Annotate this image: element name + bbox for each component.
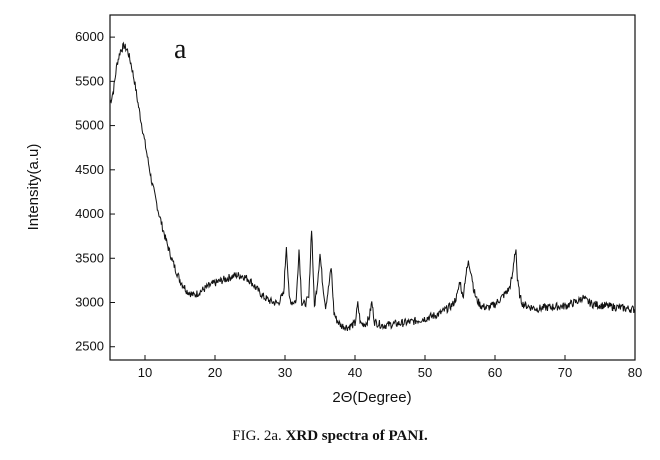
x-tick-label: 30 <box>278 365 292 380</box>
caption-title: XRD spectra of PANI. <box>285 428 428 444</box>
y-axis: 2500 3000 3500 4000 4500 5000 5500 6000 <box>75 29 115 354</box>
x-axis-label: 2Θ(Degree) <box>332 389 411 406</box>
y-tick-label: 5000 <box>75 118 104 133</box>
y-tick-label: 6000 <box>75 29 104 44</box>
plot-frame <box>109 14 636 361</box>
x-tick-label: 60 <box>488 365 502 380</box>
y-tick-label: 3500 <box>75 250 104 265</box>
x-tick-label: 70 <box>558 365 572 380</box>
y-tick-label: 4500 <box>75 162 104 177</box>
panel-label: a <box>174 34 187 65</box>
y-tick-label: 4000 <box>75 206 104 221</box>
x-tick-label: 40 <box>348 365 362 380</box>
y-tick-label: 2500 <box>75 339 104 354</box>
x-tick-label: 50 <box>418 365 432 380</box>
caption-prefix: FIG. 2a. <box>232 428 282 444</box>
x-tick-label: 10 <box>138 365 152 380</box>
y-tick-label: 3000 <box>75 295 104 310</box>
figure-caption: FIG. 2a. XRD spectra of PANI. <box>0 428 660 445</box>
x-tick-label: 20 <box>208 365 222 380</box>
xrd-chart: 2500 3000 3500 4000 4500 5000 5500 6000 10 20 30 4… <box>25 14 642 406</box>
x-axis: 10 20 30 40 50 60 70 80 <box>138 355 642 380</box>
y-tick-label: 5500 <box>75 73 104 88</box>
x-tick-label: 80 <box>628 365 642 380</box>
xrd-spectrum-line <box>109 41 636 332</box>
y-axis-label: Intensity(a.u) <box>25 144 42 231</box>
